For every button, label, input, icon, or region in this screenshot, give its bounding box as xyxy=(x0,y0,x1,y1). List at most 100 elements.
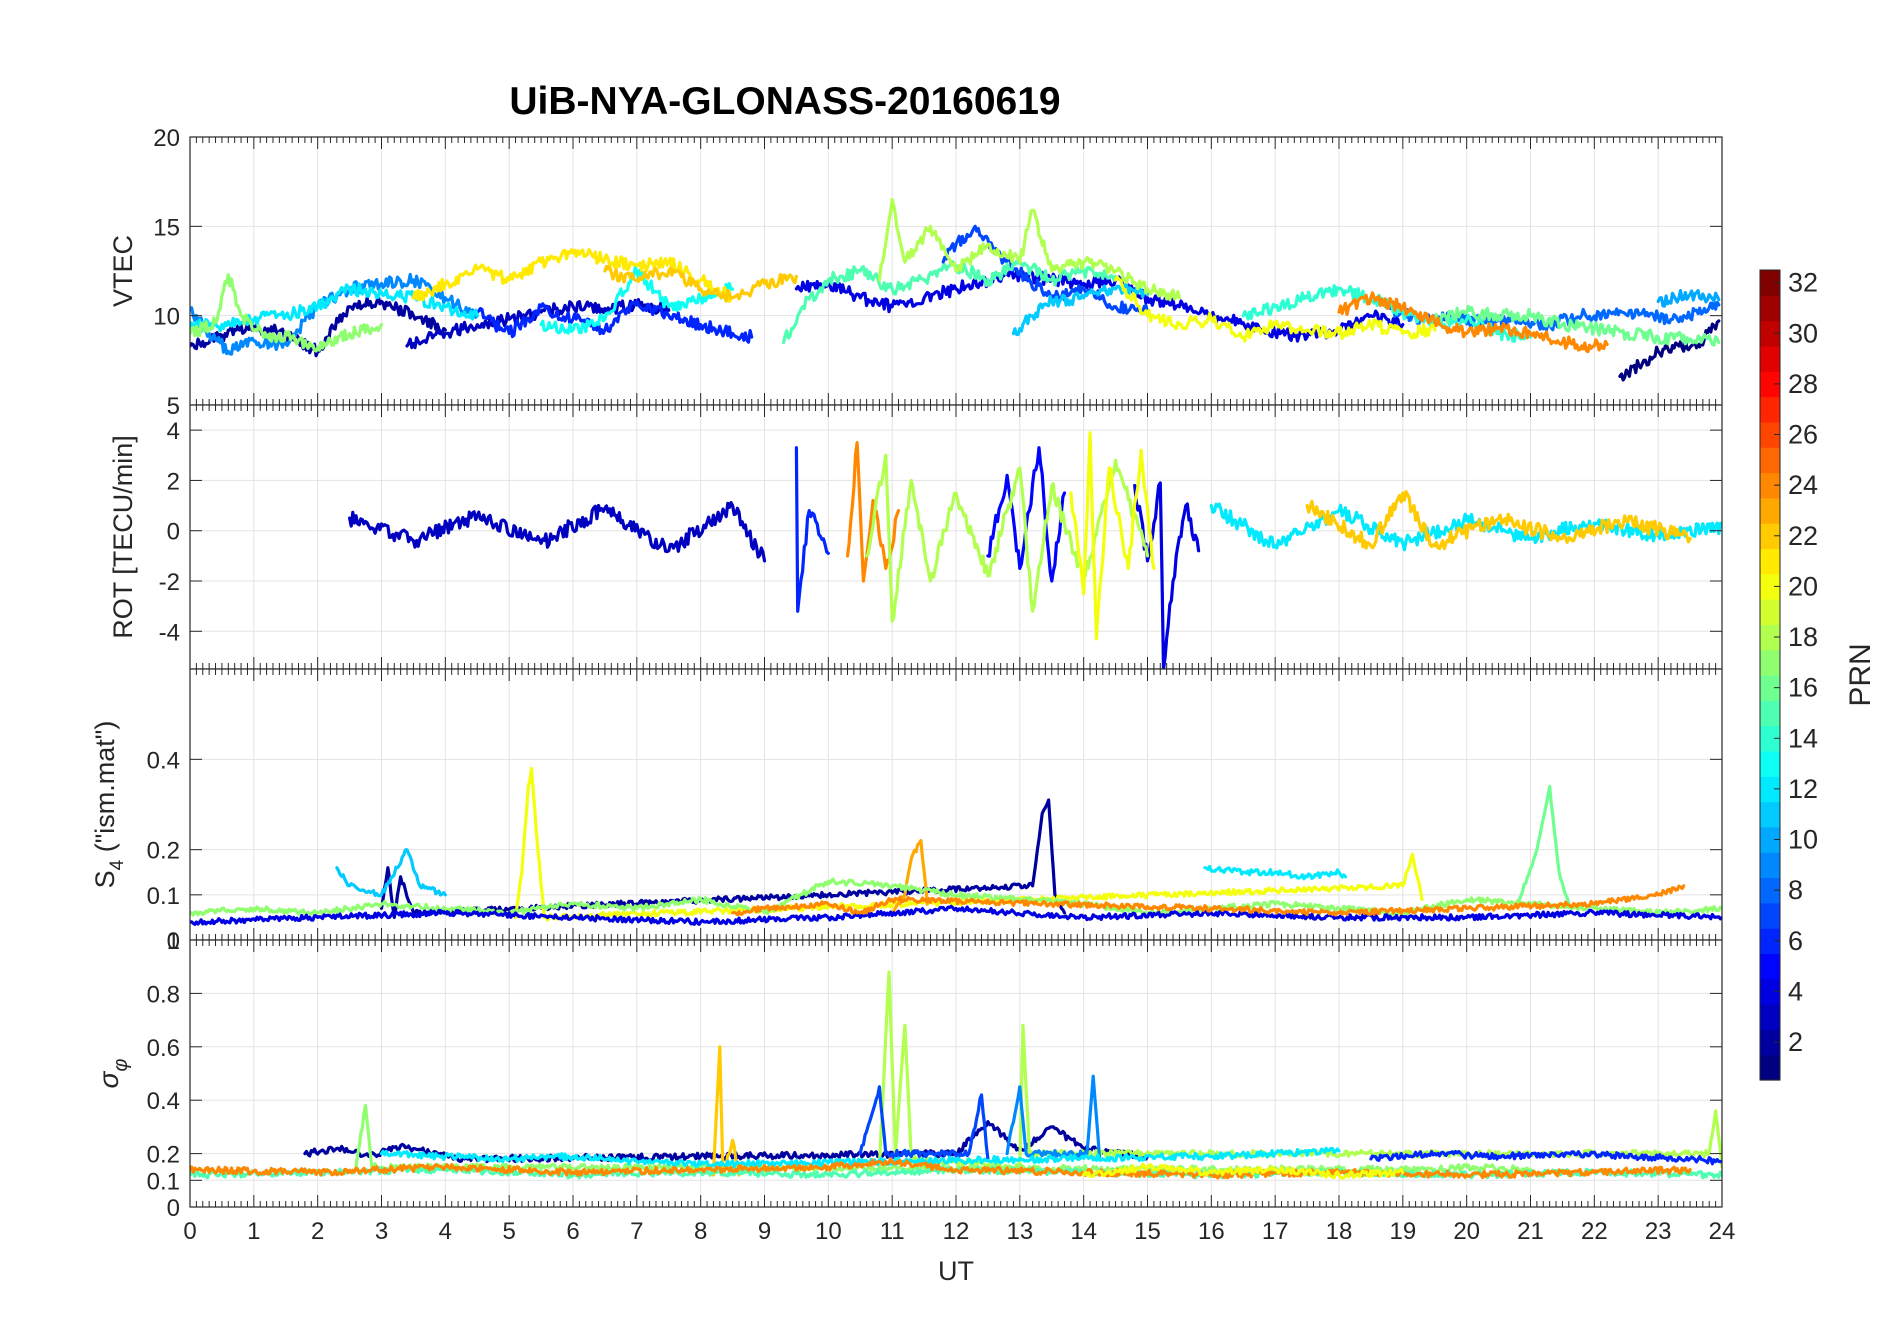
series-line-prn-20 xyxy=(1114,275,1437,343)
series-line-prn-13 xyxy=(539,266,735,335)
colorbar-tick-label: 2 xyxy=(1788,1027,1803,1057)
y-tick-label-overlap: 1 xyxy=(167,928,180,955)
y-axis-label: σφ xyxy=(93,1059,132,1089)
colorbar-tick-label: 18 xyxy=(1788,622,1818,652)
colorbar-segment xyxy=(1760,978,1780,1005)
colorbar-tick-label: 30 xyxy=(1788,318,1818,348)
y-axis-label: VTEC xyxy=(108,235,138,307)
y-tick-label: 20 xyxy=(153,125,180,152)
series-line-prn-20 xyxy=(1082,1162,1405,1180)
x-tick-label: 6 xyxy=(566,1218,579,1245)
series-line-prn-2 xyxy=(190,294,447,358)
panel-rot: -4 -2 0 2 4 ROT [TECU/min] xyxy=(108,404,1723,670)
x-tick-label: 8 xyxy=(694,1218,707,1245)
colorbar-segment xyxy=(1760,345,1780,372)
y-tick-label: -4 xyxy=(159,619,180,646)
panel-vtec: 5 10 15 20 VTEC xyxy=(108,125,1723,420)
colorbar-segment xyxy=(1760,750,1780,777)
colorbar-segment xyxy=(1760,776,1780,803)
colorbar-segment xyxy=(1760,928,1780,955)
x-tick-label: 18 xyxy=(1326,1218,1353,1245)
colorbar-tick-label: 12 xyxy=(1788,774,1818,804)
colorbar-segment xyxy=(1760,497,1780,524)
panel-sigma_phi: 00.10.20.40.60.80 1 2 3 4 5 6 7 8 9 10 11 12 13 14 15 16… xyxy=(93,939,1735,1286)
colorbar-segment xyxy=(1760,371,1780,398)
x-tick-label: 23 xyxy=(1645,1218,1672,1245)
series-line-prn-7 xyxy=(941,224,1150,315)
series-group xyxy=(190,197,1721,382)
colorbar-frame xyxy=(1759,269,1781,1081)
x-tick-label: 10 xyxy=(815,1218,842,1245)
colorbar-segment xyxy=(1760,270,1780,296)
colorbar-tick-label: 6 xyxy=(1788,926,1803,956)
colorbar-segment xyxy=(1760,826,1780,853)
x-tick-label: 7 xyxy=(630,1218,643,1245)
series-line-prn-15 xyxy=(782,259,1118,345)
colorbar-segment xyxy=(1760,599,1780,625)
y-tick-label: 0 xyxy=(167,928,180,955)
x-tick-label: 3 xyxy=(375,1218,388,1245)
series-line-prn-4 xyxy=(190,904,1722,926)
x-tick-label: 1 xyxy=(247,1218,260,1245)
x-axis-label: UT xyxy=(938,1256,974,1286)
x-tick-label: 14 xyxy=(1070,1218,1097,1245)
y-tick-label: 5 xyxy=(167,393,180,420)
x-minor-ticks xyxy=(189,405,1723,669)
series-line-prn-17 xyxy=(190,273,384,353)
colorbar-tick-label: 32 xyxy=(1788,268,1818,298)
colorbar-tick-label: 8 xyxy=(1788,875,1803,905)
series-line-prn-24 xyxy=(1337,291,1609,354)
colorbar-segment xyxy=(1760,573,1780,600)
colorbar-segment xyxy=(1760,801,1780,828)
colorbar-tick-label: 24 xyxy=(1788,470,1818,500)
colorbar-segment xyxy=(1760,472,1780,499)
colorbar-tick-label: 26 xyxy=(1788,420,1818,450)
colorbar-segment xyxy=(1760,675,1780,701)
y-tick-label: 0.8 xyxy=(147,981,180,1008)
x-tick-label: 4 xyxy=(439,1218,452,1245)
series-line-prn-16 xyxy=(1516,784,1571,906)
series-line-prn-20 xyxy=(1069,431,1156,641)
x-tick-label: 16 xyxy=(1198,1218,1225,1245)
y-axis-label: ROT [TECU/min] xyxy=(108,435,138,639)
series-line-prn-22 xyxy=(1305,490,1692,551)
colorbar-tick-label: 22 xyxy=(1788,521,1818,551)
colorbar-segment xyxy=(1760,320,1780,347)
colorbar-tick-label: 28 xyxy=(1788,369,1818,399)
series-line-prn-23 xyxy=(890,839,929,915)
colorbar-segment xyxy=(1760,447,1780,474)
series-group xyxy=(190,970,1722,1180)
colorbar-segment xyxy=(1760,396,1780,423)
series-line-prn-18 xyxy=(865,453,1150,623)
series-line-prn-12 xyxy=(1203,864,1347,881)
series-line-prn-10 xyxy=(1656,289,1721,308)
series-line-prn-24 xyxy=(731,884,1686,917)
x-tick-label: 2 xyxy=(311,1218,324,1245)
series-line-prn-24 xyxy=(190,1157,1692,1180)
series-line-prn-12 xyxy=(190,282,479,334)
x-tick-label: 5 xyxy=(502,1218,515,1245)
series-line-prn-16 xyxy=(1433,304,1721,347)
series-line-prn-1 xyxy=(1618,319,1721,382)
y-tick-label: 0.2 xyxy=(147,838,180,865)
series-group xyxy=(348,431,1722,669)
colorbar-segment xyxy=(1760,877,1780,904)
colorbar-segment xyxy=(1760,953,1780,980)
series-line-prn-17 xyxy=(190,877,1722,917)
y-tick-label: 15 xyxy=(153,214,180,241)
x-tick-label: 17 xyxy=(1262,1218,1289,1245)
colorbar-segment xyxy=(1760,852,1780,879)
y-tick-label: 4 xyxy=(167,418,180,445)
series-line-prn-11 xyxy=(1011,283,1150,337)
colorbar-segment xyxy=(1760,295,1780,322)
y-tick-label: 0.4 xyxy=(147,747,180,774)
colorbar-tick-label: 4 xyxy=(1788,976,1803,1006)
series-line-prn-3 xyxy=(348,501,767,563)
colorbar-segment xyxy=(1760,649,1780,676)
x-tick-label: 21 xyxy=(1517,1218,1544,1245)
x-tick-label: 20 xyxy=(1453,1218,1480,1245)
y-tick-label: -2 xyxy=(159,569,180,596)
colorbar-tick-label: 20 xyxy=(1788,571,1818,601)
colorbar-tick-label: 16 xyxy=(1788,673,1818,703)
series-line-prn-6 xyxy=(475,299,754,344)
